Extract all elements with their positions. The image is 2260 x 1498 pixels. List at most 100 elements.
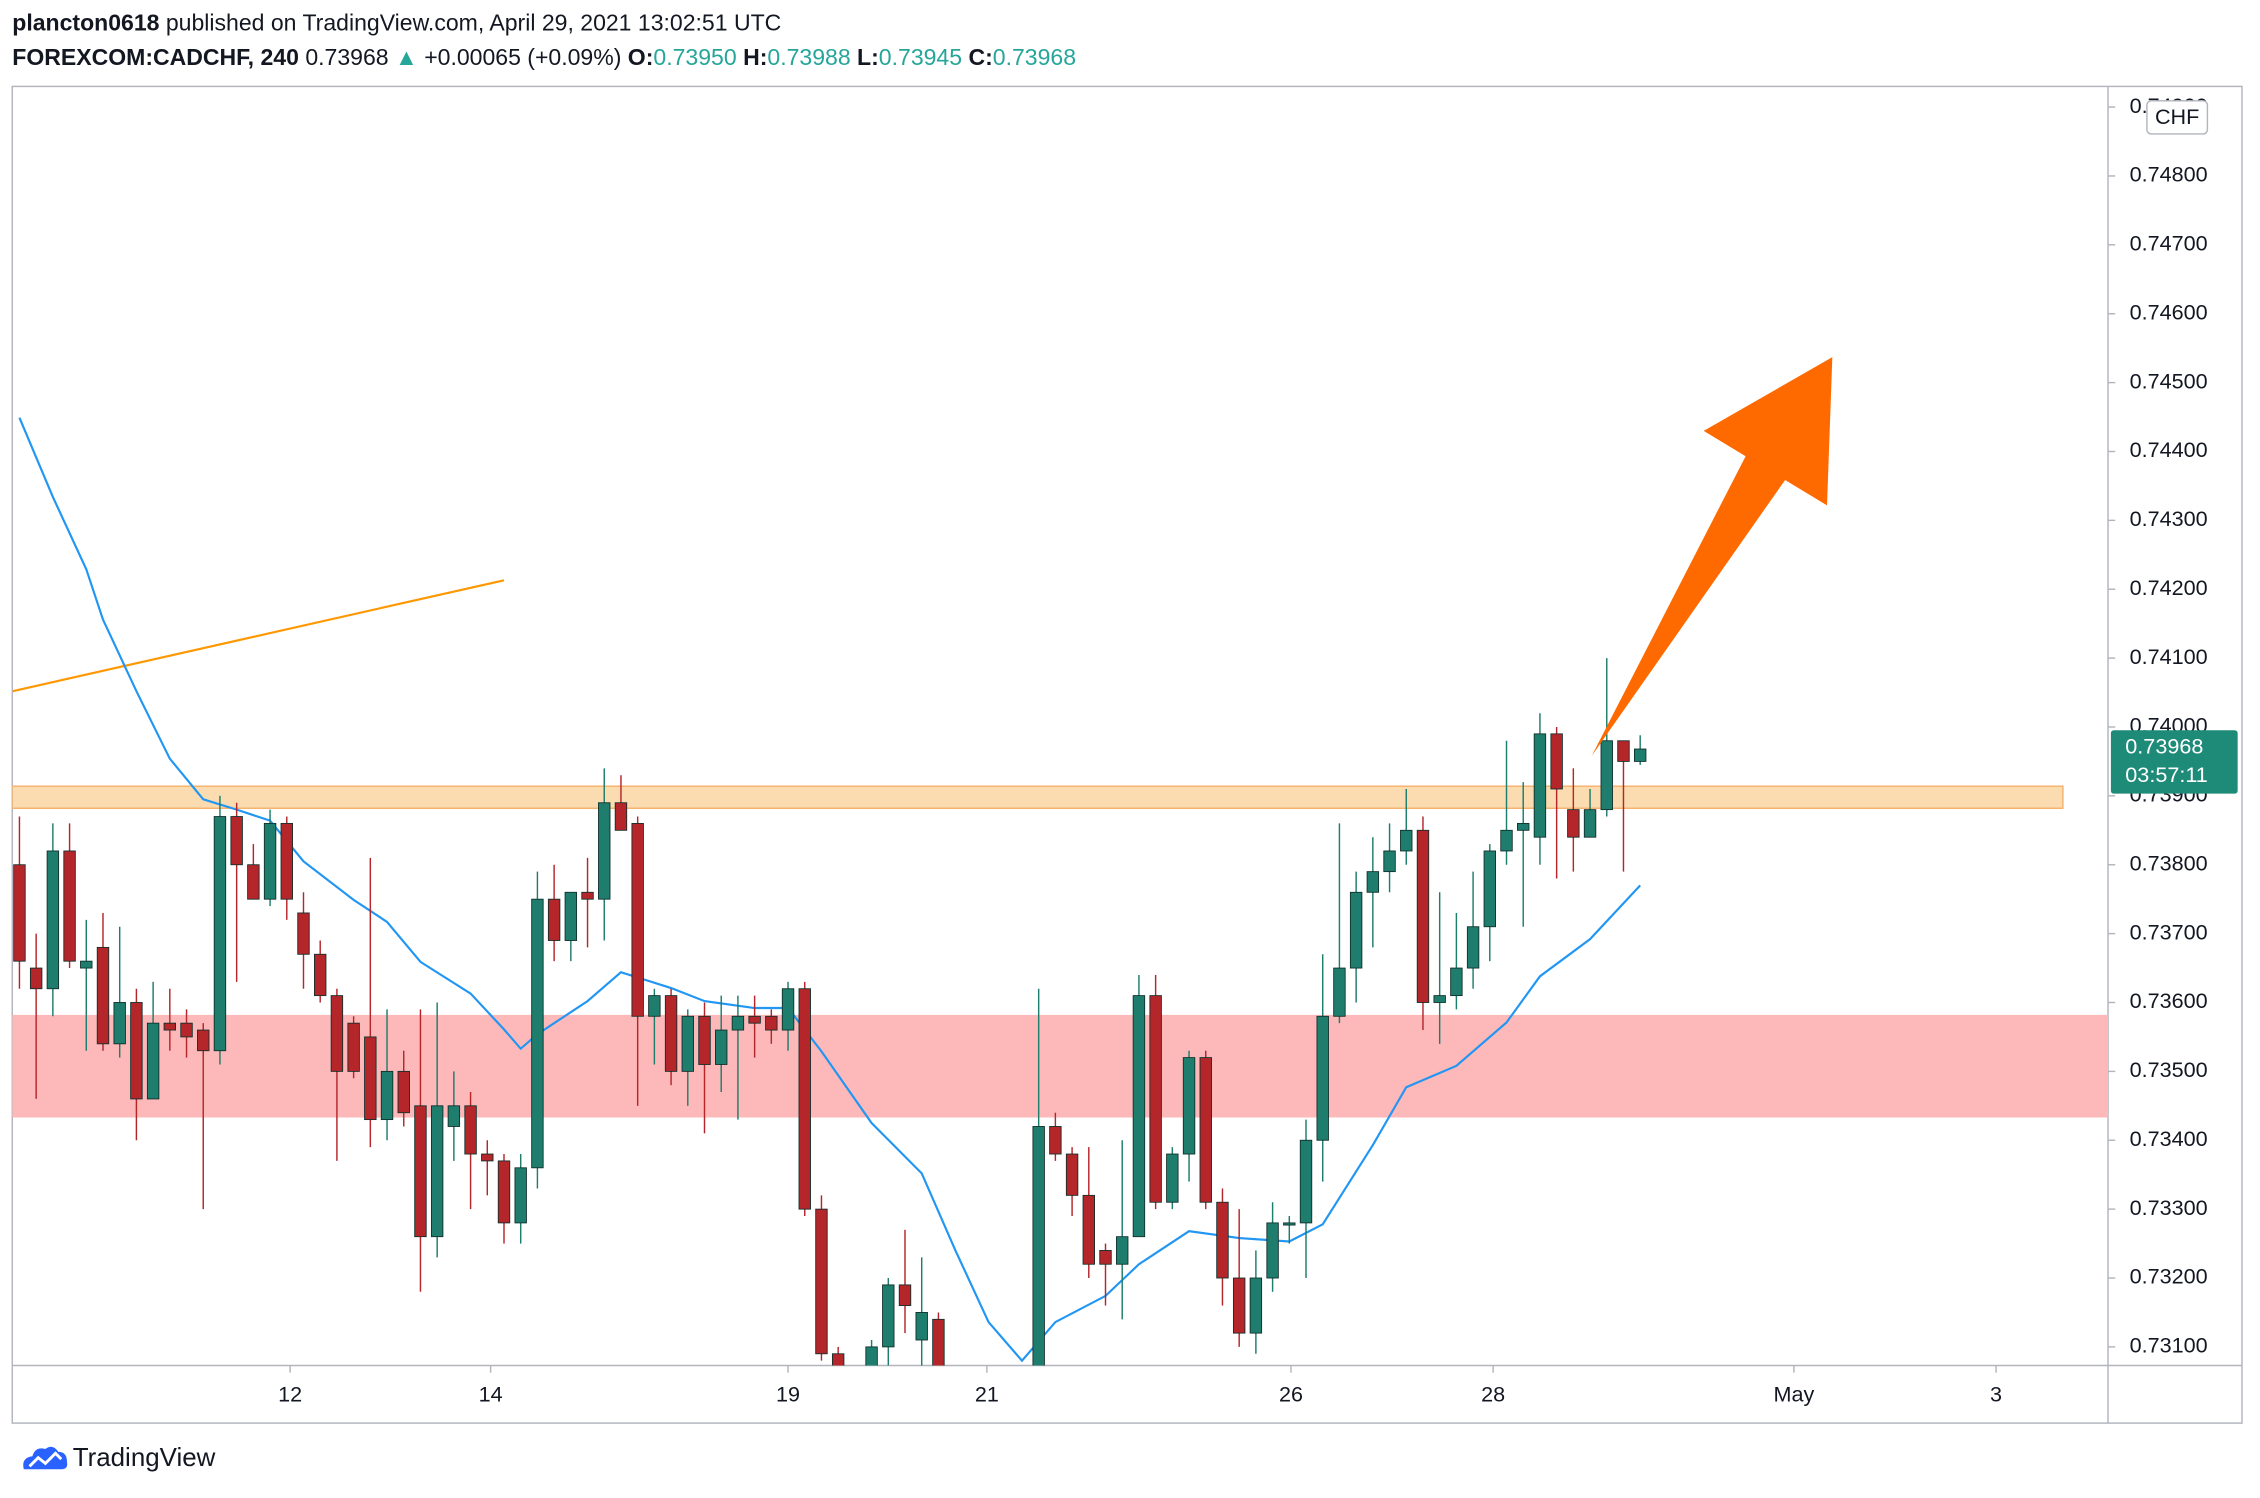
candle-body: [130, 1002, 143, 1100]
y-tick-label: 0.74300: [2130, 506, 2208, 531]
candle-body: [1232, 1277, 1246, 1334]
candle-body: [1149, 995, 1162, 1203]
countdown: 03:57:11: [2125, 762, 2207, 787]
y-tick-label: 0.74800: [2130, 162, 2208, 187]
candle-body: [614, 802, 628, 831]
candle-body: [414, 1105, 427, 1238]
candle-body: [380, 1070, 394, 1121]
symbol: FOREXCOM:CADCHF, 240: [12, 44, 299, 70]
candle-body: [932, 1318, 945, 1366]
candle-body: [1483, 850, 1496, 928]
candle-body: [113, 1002, 126, 1045]
candle-body: [1199, 1057, 1212, 1203]
candle-body: [1583, 809, 1597, 838]
header-line: plancton0618 published on TradingView.co…: [12, 10, 781, 36]
l-label: L:: [857, 44, 879, 70]
x-tick-label: 19: [776, 1381, 800, 1406]
candle-body: [1333, 967, 1346, 1017]
brand: TradingView: [73, 1444, 216, 1472]
candle-body: [447, 1105, 461, 1127]
candle-body: [865, 1346, 878, 1366]
y-tick-label: 0.74200: [2130, 575, 2208, 600]
o-value: 0.73950: [653, 44, 736, 70]
x-tick-label: 28: [1481, 1381, 1505, 1406]
y-tick-label: 0.73200: [2130, 1264, 2208, 1289]
candle-body: [1266, 1222, 1279, 1279]
change: +0.00065 (+0.09%): [424, 44, 621, 70]
candle-body: [80, 960, 93, 969]
o-label: O:: [628, 44, 654, 70]
candle-body: [280, 822, 293, 900]
h-value: 0.73988: [767, 44, 850, 70]
candle-body: [815, 1208, 828, 1355]
candle-body: [1249, 1277, 1263, 1334]
currency: CHF: [2155, 104, 2199, 129]
x-tick-label: 14: [479, 1381, 503, 1406]
c-label: C:: [968, 44, 992, 70]
logo-icon: [23, 1446, 68, 1470]
candle-body: [882, 1284, 895, 1348]
published: published on TradingView.com, April 29, …: [166, 10, 781, 36]
candle-body: [631, 822, 644, 1017]
candle-body: [648, 995, 661, 1017]
candle-body: [1533, 733, 1547, 838]
l-value: 0.73945: [879, 44, 962, 70]
y-tick-label: 0.73400: [2130, 1126, 2208, 1151]
candle-body: [1450, 967, 1463, 997]
candle-body: [798, 988, 811, 1210]
candle-body: [1099, 1250, 1112, 1265]
candle-body: [263, 822, 277, 900]
candle-body: [1600, 740, 1613, 811]
candle-body: [1349, 891, 1363, 969]
x-tick-label: 21: [975, 1381, 999, 1406]
candle-body: [1366, 871, 1380, 893]
candle-body: [1116, 1236, 1129, 1265]
candle-body: [297, 912, 310, 955]
last: 0.73968: [305, 44, 388, 70]
candle-body: [547, 898, 561, 941]
candle-body: [213, 816, 227, 1052]
candle-body: [514, 1167, 527, 1224]
candle-body: [831, 1353, 845, 1366]
y-tick-label: 0.73300: [2130, 1195, 2208, 1220]
candle-body: [314, 953, 327, 997]
candle-body: [63, 850, 76, 962]
symbol-line: FOREXCOM:CADCHF, 240 0.73968 ▲ +0.00065 …: [12, 44, 1076, 70]
candle-body: [96, 946, 110, 1045]
candle-body: [46, 850, 60, 990]
candle-body: [531, 898, 544, 1169]
candle-body: [497, 1160, 511, 1224]
candle-body: [180, 1022, 193, 1038]
candle-body: [1500, 829, 1513, 852]
candle-body: [765, 1015, 778, 1031]
x-tick-label: 26: [1279, 1381, 1303, 1406]
candle-body: [715, 1029, 728, 1065]
candle-body: [681, 1015, 694, 1072]
candle-body: [1049, 1126, 1062, 1155]
x-tick-label: May: [1774, 1381, 1815, 1406]
candle-body: [364, 1036, 377, 1121]
axes: 0.73100 0.73200 0.73300 0.73400 0.73500 0.736…: [278, 93, 2238, 1406]
candle-body: [481, 1153, 494, 1162]
candle-body: [1182, 1057, 1196, 1155]
up-arrow: ▲: [395, 44, 418, 70]
candle-body: [1517, 822, 1530, 831]
candle-body: [1216, 1201, 1229, 1279]
candle-body: [1633, 748, 1647, 762]
candle-body: [347, 1022, 360, 1072]
c-value: 0.73968: [993, 44, 1076, 70]
candle-body: [698, 1015, 711, 1065]
candle-body: [1316, 1015, 1329, 1141]
candle-body: [564, 891, 578, 941]
candle-body: [1433, 995, 1446, 1003]
candle-body: [898, 1284, 912, 1306]
candle-body: [464, 1105, 477, 1155]
candle-body: [731, 1015, 745, 1031]
y-tick-label: 0.74600: [2130, 299, 2208, 324]
candle-body: [581, 891, 594, 900]
candle-body: [13, 864, 26, 962]
candle-body: [1283, 1222, 1296, 1226]
frame: [11, 85, 2243, 1424]
